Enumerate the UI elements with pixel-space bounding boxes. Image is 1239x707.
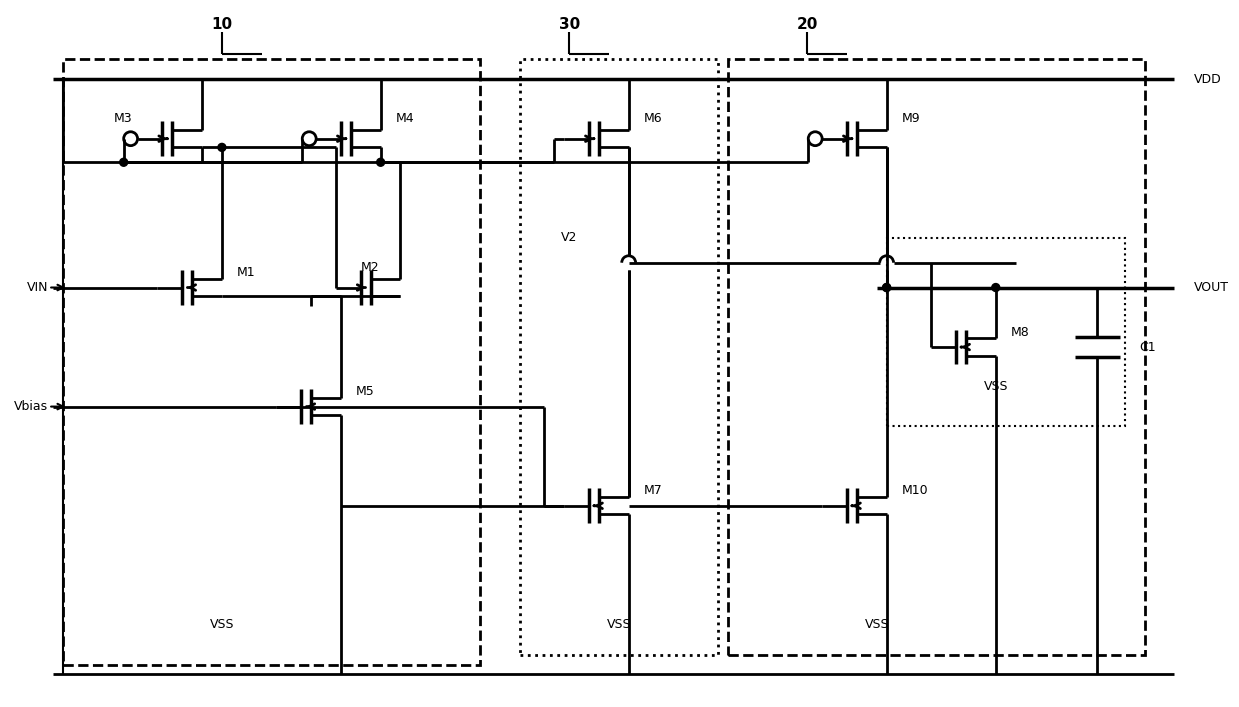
Text: VSS: VSS (209, 619, 234, 631)
Text: VOUT: VOUT (1194, 281, 1229, 294)
Text: 10: 10 (212, 17, 233, 32)
Text: M10: M10 (902, 484, 928, 498)
Text: Vbias: Vbias (14, 400, 48, 413)
Circle shape (120, 158, 128, 166)
Bar (519, 59, 717, 655)
Text: VIN: VIN (27, 281, 48, 294)
Circle shape (218, 144, 225, 151)
Text: M9: M9 (902, 112, 921, 125)
Text: M5: M5 (356, 385, 374, 398)
Text: C1: C1 (1140, 341, 1156, 354)
Text: VDD: VDD (1194, 73, 1222, 86)
Text: VSS: VSS (607, 619, 631, 631)
Text: M3: M3 (114, 112, 133, 125)
Bar (887, 238, 1125, 426)
Circle shape (377, 158, 384, 166)
Text: M2: M2 (361, 261, 379, 274)
Bar (63, 59, 479, 665)
Text: VSS: VSS (984, 380, 1009, 393)
Text: M7: M7 (643, 484, 663, 498)
Text: 20: 20 (797, 17, 818, 32)
Bar (727, 59, 1145, 655)
Text: 30: 30 (559, 17, 580, 32)
Circle shape (991, 284, 1000, 291)
Text: M8: M8 (1011, 326, 1030, 339)
Text: M1: M1 (237, 266, 255, 279)
Text: V2: V2 (561, 231, 577, 245)
Circle shape (882, 284, 891, 291)
Text: VSS: VSS (865, 619, 888, 631)
Text: M4: M4 (395, 112, 414, 125)
Text: M6: M6 (643, 112, 662, 125)
Circle shape (882, 284, 891, 291)
